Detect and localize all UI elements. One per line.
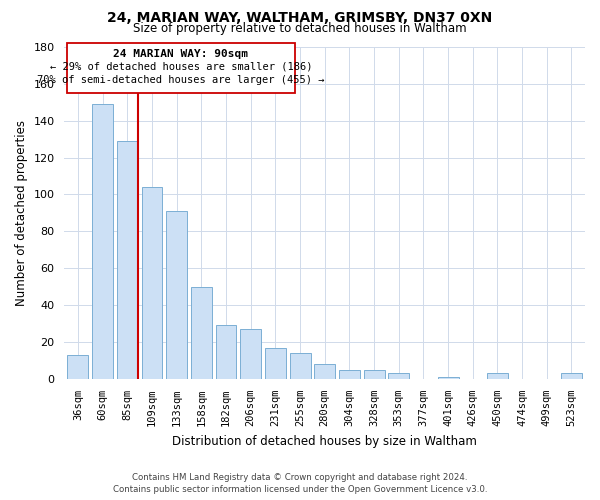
Text: 24, MARIAN WAY, WALTHAM, GRIMSBY, DN37 0XN: 24, MARIAN WAY, WALTHAM, GRIMSBY, DN37 0… bbox=[107, 11, 493, 25]
Bar bbox=[215, 326, 236, 379]
Bar bbox=[117, 141, 138, 379]
Bar bbox=[166, 211, 187, 379]
Text: Contains HM Land Registry data © Crown copyright and database right 2024.
Contai: Contains HM Land Registry data © Crown c… bbox=[113, 472, 487, 494]
Text: 70% of semi-detached houses are larger (455) →: 70% of semi-detached houses are larger (… bbox=[37, 76, 325, 86]
Bar bbox=[487, 374, 508, 379]
Text: 24 MARIAN WAY: 90sqm: 24 MARIAN WAY: 90sqm bbox=[113, 48, 248, 58]
Bar bbox=[92, 104, 113, 379]
Bar bbox=[314, 364, 335, 379]
FancyBboxPatch shape bbox=[67, 43, 295, 93]
Bar bbox=[240, 329, 261, 379]
Bar bbox=[388, 374, 409, 379]
Bar bbox=[67, 355, 88, 379]
Y-axis label: Number of detached properties: Number of detached properties bbox=[15, 120, 28, 306]
Bar bbox=[561, 374, 582, 379]
Bar bbox=[290, 353, 311, 379]
Bar bbox=[191, 286, 212, 379]
Bar bbox=[265, 348, 286, 379]
Text: Size of property relative to detached houses in Waltham: Size of property relative to detached ho… bbox=[133, 22, 467, 35]
Bar bbox=[142, 187, 163, 379]
X-axis label: Distribution of detached houses by size in Waltham: Distribution of detached houses by size … bbox=[172, 434, 477, 448]
Bar bbox=[437, 377, 458, 379]
Bar bbox=[339, 370, 360, 379]
Bar bbox=[364, 370, 385, 379]
Text: ← 29% of detached houses are smaller (186): ← 29% of detached houses are smaller (18… bbox=[50, 62, 312, 72]
